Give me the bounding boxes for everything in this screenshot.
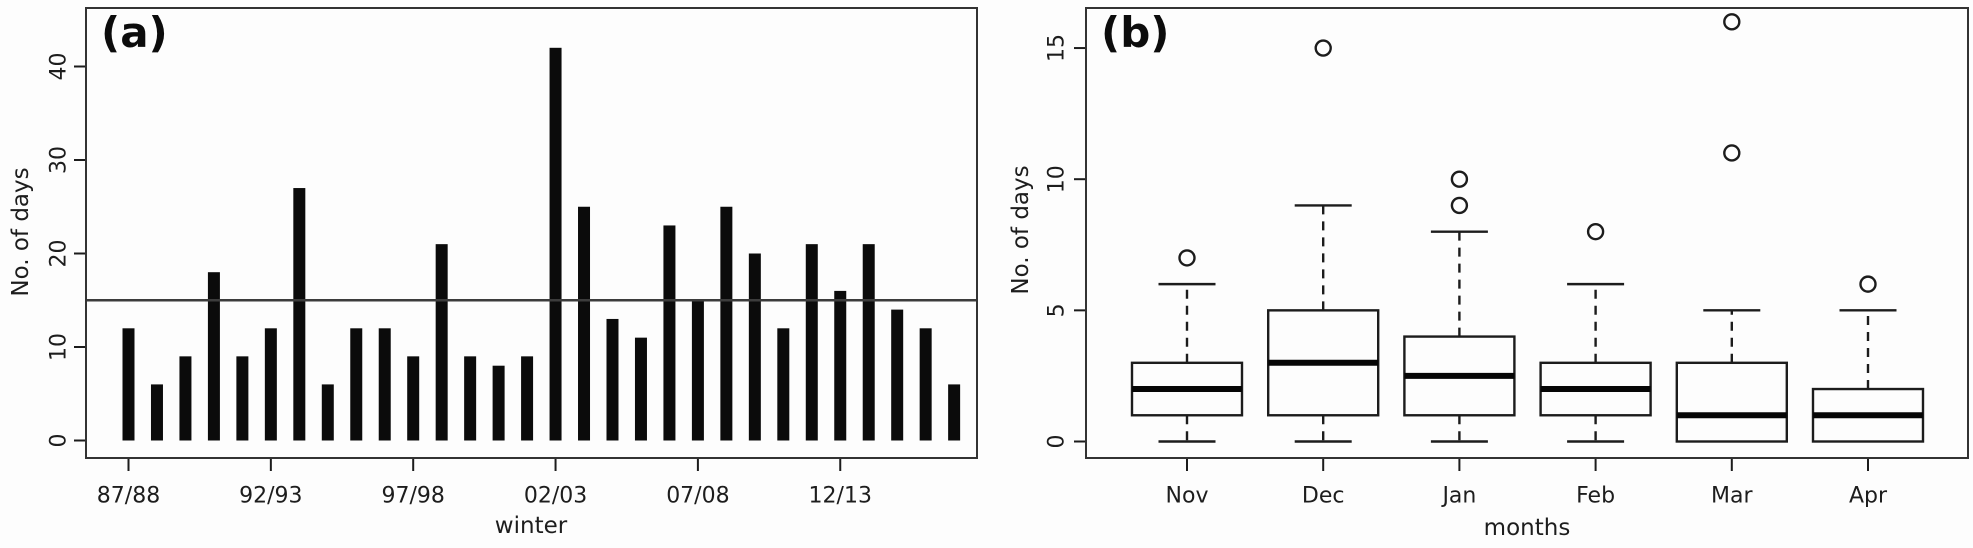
y-tick-label-a: 20 — [47, 240, 72, 268]
outlier-point — [1178, 249, 1196, 267]
x-tick-label-b: Dec — [1302, 484, 1345, 509]
bar-5 — [264, 328, 277, 441]
bar-0 — [122, 328, 135, 441]
bar-23 — [777, 328, 790, 441]
outlier-point — [1314, 39, 1332, 57]
outlier-point — [1450, 196, 1469, 215]
bar-18 — [634, 337, 647, 441]
y-tick-label-a: 30 — [47, 146, 72, 174]
box-Mar — [1675, 361, 1789, 443]
x-axis-title-b: months — [1483, 515, 1571, 541]
panel-label-b: (b) — [1101, 8, 1170, 57]
bar-14 — [521, 356, 534, 441]
y-tick-label-b: 10 — [1045, 165, 1070, 193]
y-tick-label-b: 0 — [1045, 435, 1070, 449]
bar-27 — [891, 309, 904, 441]
panel-a-bar-chart: 0 10 20 30 40 87/88 92/93 97/98 02/03 07/08 12/13 — [47, 7, 978, 509]
y-tick-label-a: 10 — [47, 333, 72, 361]
bar-7 — [321, 384, 334, 441]
outlier-point — [1859, 275, 1877, 293]
bar-17 — [606, 318, 619, 441]
bar-4 — [236, 356, 249, 441]
y-tick-label-a: 0 — [47, 434, 72, 448]
x-tick-label-a: 12/13 — [809, 484, 872, 509]
bar-24 — [805, 244, 818, 441]
bar-20 — [691, 300, 704, 441]
x-tick-label-b: Feb — [1576, 484, 1615, 509]
bar-2 — [179, 356, 192, 441]
x-tick-label-b: Mar — [1711, 484, 1753, 509]
y-axis-title-b: No. of days — [1008, 165, 1034, 295]
plot-frame-a — [85, 7, 978, 459]
outlier-point — [1586, 222, 1605, 241]
bar-11 — [435, 244, 448, 441]
bar-15 — [549, 47, 562, 441]
x-tick-label-a: 97/98 — [381, 484, 444, 509]
panel-b-boxplot: 0 5 10 15 Nov Dec Jan Feb Mar Apr — [1045, 7, 1969, 509]
x-axis-title-a: winter — [494, 513, 568, 539]
x-tick-label-b: Nov — [1166, 484, 1209, 509]
bar-16 — [578, 206, 591, 441]
bar-12 — [464, 356, 477, 441]
bar-28 — [919, 328, 932, 441]
panel-label-a: (a) — [101, 8, 168, 57]
x-tick-label-a: 87/88 — [97, 484, 160, 509]
bar-10 — [407, 356, 420, 441]
bar-6 — [293, 188, 306, 441]
x-tick-label-a: 92/93 — [239, 484, 302, 509]
y-axis-title-a: No. of days — [8, 167, 34, 297]
x-tick-label-b: Apr — [1849, 484, 1888, 509]
bar-26 — [862, 244, 875, 441]
bar-21 — [720, 206, 733, 441]
bar-29 — [948, 384, 961, 441]
x-tick-label-b: Jan — [1440, 484, 1476, 509]
outlier-point — [1723, 144, 1741, 162]
bar-1 — [150, 384, 163, 441]
x-tick-label-a: 02/03 — [524, 484, 587, 509]
bar-8 — [350, 328, 363, 441]
plot-frame-b — [1085, 7, 1969, 459]
bar-22 — [748, 253, 761, 441]
outlier-point — [1450, 170, 1469, 188]
bar-19 — [663, 225, 676, 441]
y-tick-label-b: 5 — [1045, 303, 1070, 317]
y-tick-label-a: 40 — [47, 53, 72, 81]
bar-25 — [834, 290, 847, 441]
x-tick-label-a: 07/08 — [666, 484, 729, 509]
bar-13 — [492, 365, 505, 441]
bar-9 — [378, 328, 391, 441]
y-tick-label-b: 15 — [1045, 34, 1070, 62]
outlier-point — [1723, 13, 1741, 31]
bar-3 — [207, 272, 220, 441]
